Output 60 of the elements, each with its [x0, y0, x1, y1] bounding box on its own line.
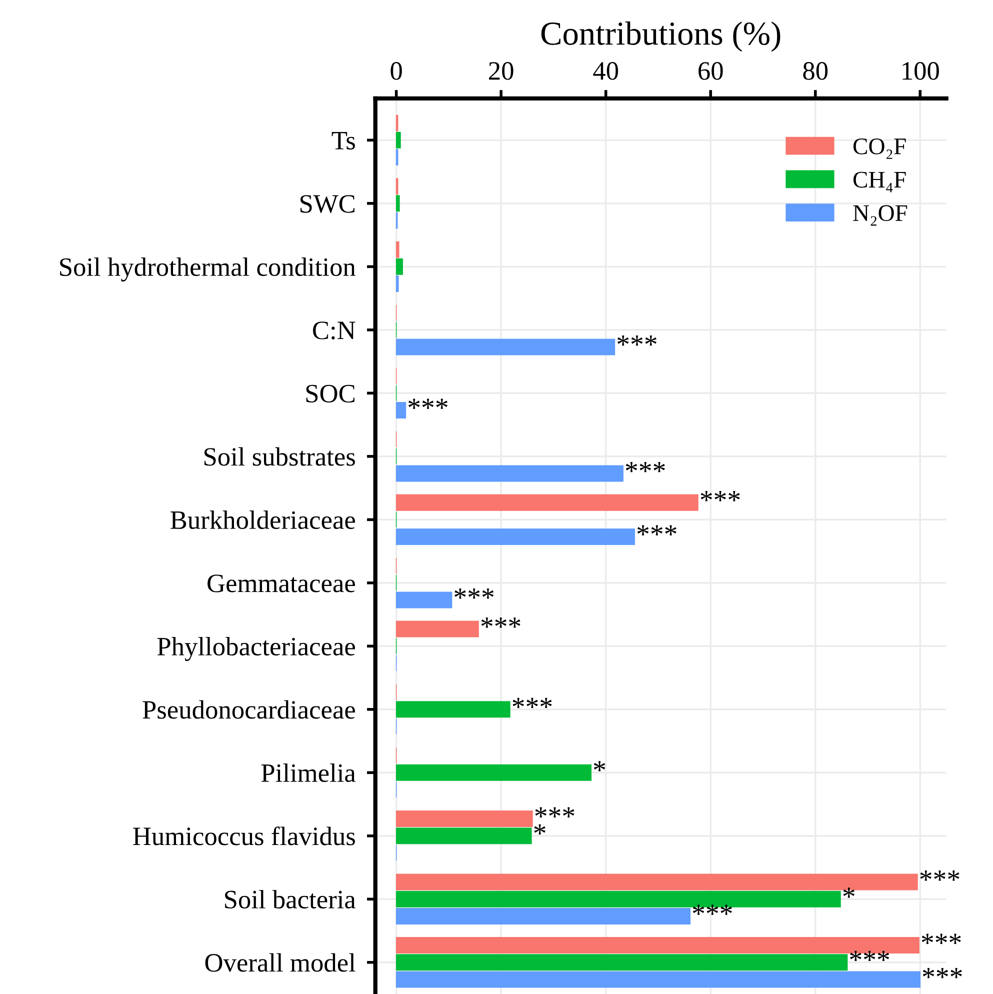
- bar: [396, 908, 691, 924]
- x-axis-title: Contributions (%): [541, 21, 780, 52]
- bar: [396, 195, 400, 212]
- bar: [396, 971, 920, 988]
- bar: [396, 241, 400, 258]
- data-label: ***: [692, 904, 732, 915]
- y-tick-label: Phyllobacteriaceae: [157, 636, 355, 661]
- legend-label: N₂OF: [853, 205, 908, 226]
- bar: [396, 701, 510, 718]
- bar: [396, 494, 698, 511]
- y-tick-label: C:N: [313, 322, 356, 340]
- y-tick-label: Ts: [332, 132, 355, 150]
- bar: [396, 338, 616, 356]
- data-label: ***: [512, 698, 552, 708]
- x-tick-label: 40: [593, 62, 618, 80]
- data-label: ***: [700, 491, 740, 502]
- y-tick-label: Soil bacteria: [225, 890, 356, 909]
- y-tick-label: Pseudonocardiaceae: [142, 700, 355, 719]
- data-label: ***: [626, 462, 665, 472]
- y-tick-label: Burkholderiaceae: [170, 510, 355, 530]
- bar: [396, 828, 532, 844]
- data-label: *: [534, 824, 546, 835]
- y-tick-label: Soil substrates: [204, 447, 355, 466]
- x-tick-label: 60: [698, 62, 723, 80]
- data-label: ***: [481, 618, 520, 628]
- bar: [396, 258, 403, 275]
- bar: [396, 275, 399, 292]
- data-label: ***: [535, 807, 574, 818]
- x-tick-label: 20: [489, 62, 514, 80]
- y-tick-label: Pilimelia: [261, 763, 356, 782]
- bar: [396, 810, 533, 828]
- bar: [396, 132, 401, 148]
- y-tick-label: SWC: [300, 195, 354, 213]
- data-label: ***: [454, 588, 494, 599]
- x-tick-label: 100: [902, 62, 939, 80]
- bar: [396, 592, 452, 608]
- bar: [396, 620, 479, 638]
- y-tick-label: Soil hydrothermal condition: [60, 257, 356, 282]
- y-tick-label: Gemmataceae: [208, 574, 355, 592]
- bar: [396, 528, 635, 545]
- data-label: ***: [922, 934, 961, 944]
- y-tick-label: Humicoccus flavidus: [133, 826, 355, 846]
- y-tick-label: Overall model: [205, 953, 356, 972]
- data-label: ***: [850, 950, 890, 962]
- bar: [396, 402, 406, 418]
- data-label: ***: [920, 870, 960, 881]
- x-tick-label: 80: [803, 62, 828, 80]
- y-tick-label: SOC: [306, 384, 354, 403]
- data-label: *: [594, 761, 606, 772]
- legend-label: CO₂F: [853, 138, 906, 159]
- data-label: ***: [637, 525, 676, 536]
- x-tick-label: 0: [390, 62, 402, 80]
- bar: [396, 954, 848, 971]
- data-label: ***: [922, 968, 962, 978]
- legend-label: CH₄F: [853, 172, 906, 192]
- bar: [396, 465, 624, 482]
- data-label: *: [843, 888, 854, 898]
- data-label: ***: [408, 398, 448, 409]
- bar: [396, 764, 592, 781]
- data-label: ***: [617, 335, 656, 346]
